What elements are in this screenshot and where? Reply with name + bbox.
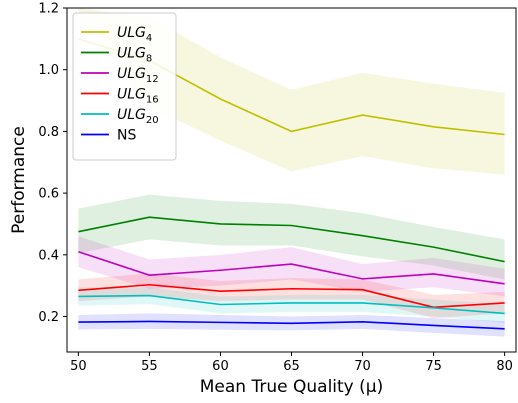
band-ns bbox=[78, 313, 505, 337]
legend-label: NS bbox=[117, 128, 136, 144]
y-tick-label: 0.2 bbox=[38, 310, 59, 325]
legend-label: ULG16 bbox=[117, 87, 159, 106]
legend-box bbox=[72, 12, 177, 161]
band-ulg4 bbox=[78, 8, 505, 175]
confidence-bands bbox=[78, 8, 505, 337]
y-tick-label: 0.8 bbox=[38, 125, 59, 140]
legend-label: ULG4 bbox=[117, 25, 152, 44]
legend-label: ULG8 bbox=[117, 46, 152, 65]
band-ulg16 bbox=[78, 273, 505, 319]
x-tick-label: 80 bbox=[496, 359, 513, 374]
x-tick-label: 70 bbox=[354, 359, 371, 374]
y-tick-label: 0.4 bbox=[38, 248, 59, 263]
x-tick-label: 65 bbox=[283, 359, 300, 374]
x-axis-label: Mean True Quality (μ) bbox=[200, 377, 383, 397]
x-axis-ticks: 50 55 60 65 70 75 80 bbox=[70, 352, 513, 374]
band-ulg8 bbox=[78, 194, 505, 280]
y-axis-ticks: 0.2 0.4 0.6 0.8 1.0 1.2 bbox=[38, 2, 67, 325]
band-ulg20 bbox=[78, 287, 505, 323]
x-tick-label: 55 bbox=[141, 359, 158, 374]
legend-label: ULG20 bbox=[117, 107, 159, 126]
line-ulg20 bbox=[78, 294, 505, 315]
y-tick-label: 1.0 bbox=[38, 63, 59, 78]
x-tick-label: 75 bbox=[425, 359, 442, 374]
line-ulg12 bbox=[78, 250, 505, 285]
legend-label-base: NS bbox=[117, 128, 136, 144]
legend-label-subscript: 16 bbox=[146, 95, 159, 106]
legend-label-subscript: 12 bbox=[146, 74, 159, 85]
legend-label-base: ULG bbox=[117, 107, 146, 123]
x-tick-label: 50 bbox=[70, 359, 87, 374]
legend-label-base: ULG bbox=[117, 87, 146, 103]
legend-label-subscript: 4 bbox=[146, 33, 152, 44]
legend-label: ULG12 bbox=[117, 66, 159, 85]
line-ulg8 bbox=[78, 216, 505, 263]
legend-label-subscript: 20 bbox=[146, 115, 159, 126]
legend-label-base: ULG bbox=[117, 66, 146, 82]
legend-label-base: ULG bbox=[117, 25, 146, 41]
legend-label-subscript: 8 bbox=[146, 54, 152, 65]
y-tick-label: 1.2 bbox=[38, 2, 59, 17]
y-axis-label: Performance bbox=[9, 126, 29, 234]
line-ns bbox=[78, 320, 505, 330]
x-tick-label: 60 bbox=[212, 359, 229, 374]
legend-label-base: ULG bbox=[117, 46, 146, 62]
y-tick-label: 0.6 bbox=[38, 187, 59, 202]
band-ulg12 bbox=[78, 236, 505, 297]
